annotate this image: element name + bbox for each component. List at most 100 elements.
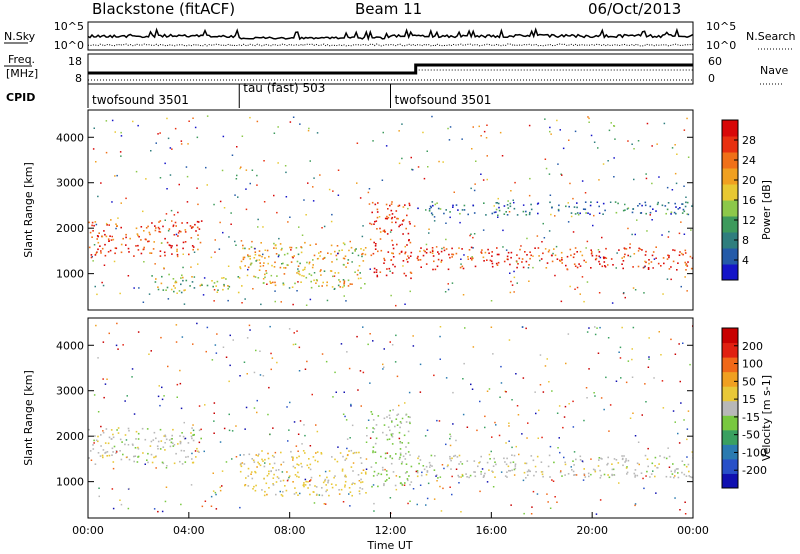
scatter-cell [691, 257, 693, 259]
colorbar-swatch [722, 357, 738, 373]
scatter-cell [474, 475, 477, 478]
scatter-cell [355, 248, 357, 250]
scatter-cell-sparse [335, 391, 337, 393]
scatter-cell [223, 285, 225, 287]
scatter-cell [177, 235, 179, 237]
scatter-cell [376, 208, 379, 211]
scatter-cell-sparse [223, 207, 226, 209]
scatter-cell [196, 220, 199, 223]
scatter-cell [605, 247, 607, 250]
scatter-cell [573, 206, 576, 208]
scatter-cell-sparse [610, 122, 612, 124]
scatter-cell [454, 454, 457, 457]
scatter-cell [240, 465, 243, 468]
scatter-cell-sparse [278, 237, 280, 240]
scatter-cell [370, 466, 373, 468]
scatter-cell [271, 454, 274, 457]
scatter-cell-sparse [415, 470, 418, 473]
scatter-cell-sparse [539, 384, 542, 386]
scatter-cell [147, 461, 149, 464]
scatter-cell-sparse [206, 115, 209, 117]
scatter-cell [370, 254, 373, 257]
scatter-cell [461, 265, 464, 268]
scatter-cell-sparse [436, 480, 438, 482]
colorbar-swatch [722, 400, 738, 416]
scatter-cell-sparse [213, 402, 216, 404]
scatter-cell [509, 202, 512, 205]
scatter-cell [309, 484, 311, 486]
scatter-cell-sparse [204, 500, 207, 502]
scatter-cell [158, 221, 160, 223]
scatter-cell [174, 221, 177, 224]
scatter-cell-sparse [96, 293, 98, 296]
scatter-cell [582, 208, 585, 210]
scatter-cell [583, 468, 585, 470]
scatter-cell [600, 457, 602, 460]
scatter-cell [652, 208, 654, 210]
scatter-cell [391, 457, 394, 460]
scatter-cell-sparse [213, 432, 215, 434]
scatter-cell-sparse [569, 182, 571, 185]
scatter-cell [405, 452, 407, 455]
scatter-cell [355, 451, 358, 454]
scatter-cell [140, 252, 143, 255]
scatter-cell [110, 239, 113, 241]
scatter-cell [590, 267, 592, 269]
scatter-cell [389, 204, 391, 207]
scatter-cell [258, 269, 261, 271]
scatter-cell [181, 432, 183, 434]
scatter-cell [449, 457, 451, 460]
scatter-cell [99, 455, 102, 457]
scatter-cell [395, 453, 397, 455]
scatter-cell [110, 219, 112, 221]
scatter-cell-sparse [539, 354, 542, 356]
scatter-cell [159, 220, 162, 222]
x-tick-label: 12:00 [375, 524, 407, 537]
scatter-cell-sparse [581, 180, 584, 182]
scatter-cell [463, 209, 466, 211]
scatter-cell-sparse [678, 442, 681, 444]
scatter-cell-sparse [613, 157, 615, 159]
scatter-cell [159, 231, 162, 233]
scatter-cell [402, 455, 405, 458]
scatter-cell-sparse [264, 462, 266, 464]
scatter-cell-sparse [324, 503, 327, 505]
scatter-cell-sparse [586, 397, 588, 399]
scatter-cell-sparse [304, 434, 306, 437]
scatter-cell-sparse [546, 358, 548, 360]
scatter-cell [389, 429, 391, 432]
scatter-cell [352, 482, 354, 484]
scatter-cell [360, 287, 362, 289]
scatter-cell [432, 268, 434, 271]
scatter-cell [321, 494, 324, 497]
scatter-cell-sparse [100, 182, 102, 184]
scatter-cell [650, 261, 653, 263]
scatter-cell-sparse [634, 435, 637, 437]
scatter-cell [390, 259, 393, 261]
scatter-cell-sparse [522, 204, 525, 206]
scatter-cell [545, 267, 548, 269]
scatter-cell-sparse [111, 119, 114, 122]
scatter-cell [344, 484, 346, 486]
scatter-cell-sparse [148, 353, 150, 355]
scatter-cell [100, 250, 102, 252]
scatter-cell-sparse [157, 510, 159, 513]
scatter-cell [279, 243, 282, 245]
scatter-cell-sparse [404, 402, 406, 404]
scatter-cell-sparse [307, 182, 309, 184]
scatter-cell-sparse [439, 358, 441, 360]
scatter-cell [284, 267, 287, 269]
scatter-cell-sparse [597, 249, 600, 251]
scatter-cell [381, 466, 384, 469]
scatter-cell-sparse [91, 256, 93, 258]
scatter-cell [420, 474, 423, 477]
scatter-cell-sparse [127, 275, 130, 277]
scatter-cell [174, 287, 176, 289]
scatter-cell [255, 454, 258, 456]
scatter-cell-sparse [386, 452, 389, 454]
scatter-cell-sparse [119, 499, 121, 501]
scatter-cell [506, 457, 508, 460]
scatter-cell [311, 266, 314, 269]
scatter-cell-sparse [592, 224, 594, 227]
scatter-cell-sparse [500, 471, 503, 473]
